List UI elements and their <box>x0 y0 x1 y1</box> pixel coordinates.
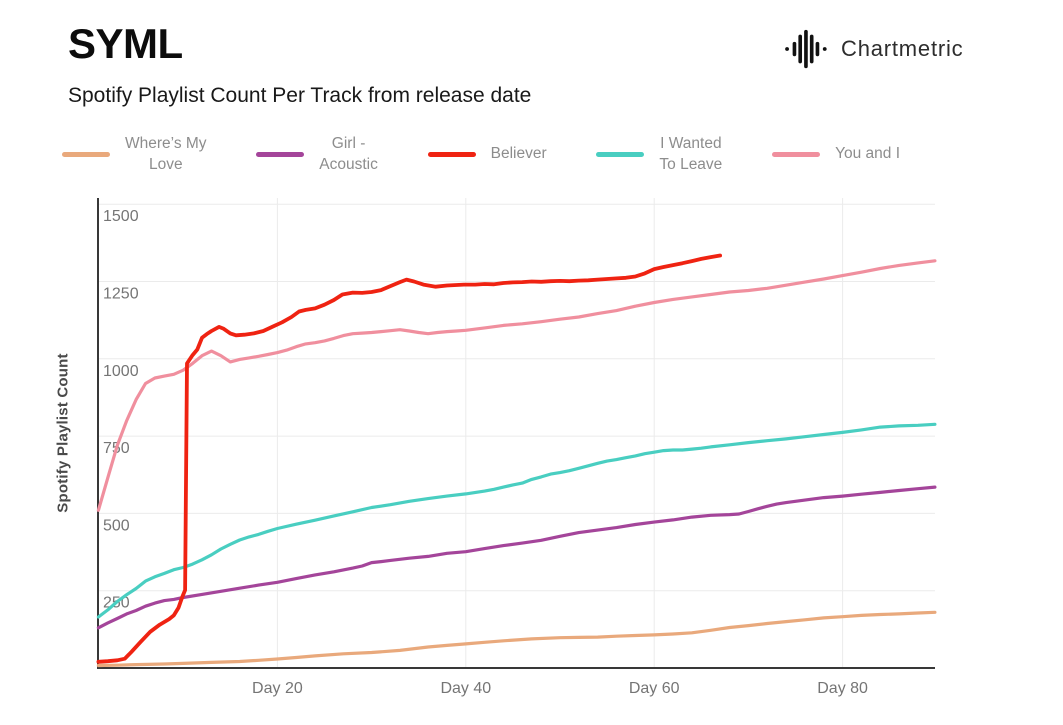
legend-swatch-you-and-i <box>772 152 821 158</box>
series-line-wheres-my-love[interactable] <box>96 610 937 668</box>
x-tick-label-day-40: Day 40 <box>440 680 491 697</box>
chart-subtitle: Spotify Playlist Count Per Track from re… <box>68 84 532 107</box>
artist-name: SYML <box>68 20 183 67</box>
chartmetric-brand: Chartmetric <box>783 26 964 72</box>
legend-label-wheres-my-love: Where’s My Love <box>125 135 207 173</box>
legend-item-you-and-i[interactable]: You and I <box>772 144 900 165</box>
y-tick-label-1000: 1000 <box>103 363 139 380</box>
legend-item-i-wanted-to-leave[interactable]: I Wanted To Leave <box>596 134 722 176</box>
legend-item-believer[interactable]: Believer <box>427 144 547 165</box>
legend-swatch-i-wanted-to-leave <box>596 152 645 158</box>
series-line-you-and-i[interactable] <box>96 259 937 512</box>
chart-legend: Where’s My Love Girl - Acoustic Believer I Wa… <box>62 134 900 176</box>
legend-label-i-wanted-to-leave: I Wanted To Leave <box>659 135 723 173</box>
y-tick-label-1500: 1500 <box>103 208 139 225</box>
chartmetric-waveform-icon <box>785 29 827 69</box>
y-tick-label-1250: 1250 <box>103 286 139 303</box>
legend-label-girl-acoustic: Girl - Acoustic <box>319 135 378 173</box>
legend-label-you-and-i: You and I <box>835 145 900 163</box>
x-tick-label-day-80: Day 80 <box>817 680 868 697</box>
legend-item-girl-acoustic[interactable]: Girl - Acoustic <box>256 134 378 176</box>
legend-item-wheres-my-love[interactable]: Where’s My Love <box>62 134 207 176</box>
brand-name: Chartmetric <box>841 36 964 61</box>
series-line-believer[interactable] <box>96 253 722 664</box>
legend-label-believer: Believer <box>490 145 547 163</box>
legend-swatch-wheres-my-love <box>62 152 110 158</box>
legend-swatch-believer <box>427 152 476 158</box>
x-tick-label-day-60: Day 60 <box>629 680 680 697</box>
x-tick-label-day-20: Day 20 <box>252 680 303 697</box>
series-line-girl-acoustic[interactable] <box>96 485 937 630</box>
legend-swatch-girl-acoustic <box>256 152 305 158</box>
series-line-i-wanted-to-leave[interactable] <box>96 422 937 619</box>
y-tick-label-500: 500 <box>103 517 130 534</box>
